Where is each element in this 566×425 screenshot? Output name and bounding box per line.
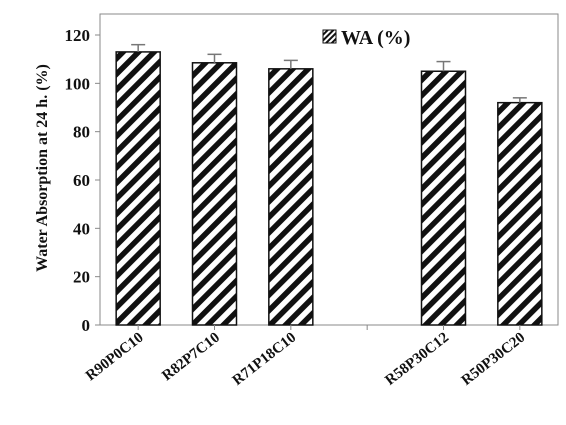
y-tick-label: 40: [73, 219, 90, 238]
y-axis-ticks: 0 20 40 60 80 100 120: [65, 26, 100, 335]
y-tick-label: 60: [73, 171, 90, 190]
y-tick-label: 100: [65, 74, 91, 93]
plot-frame: [99, 13, 559, 326]
legend-label: WA (%): [341, 27, 410, 49]
y-tick-label: 120: [65, 26, 91, 45]
x-category-label: R50P30C20: [459, 330, 529, 389]
bar: [191, 62, 238, 326]
x-category-label: R58P30C12: [382, 330, 452, 389]
y-axis-title: Water Absorption at 24 h. (%): [34, 64, 51, 272]
x-axis-labels: R90P0C10 R82P7C10 R71P18C10 R58P30C12 R50P30…: [83, 325, 528, 389]
y-tick-label: 20: [73, 268, 90, 287]
x-category-label: R90P0C10: [83, 330, 147, 385]
bar: [115, 51, 161, 326]
legend: WA (%): [322, 27, 410, 49]
bar: [420, 70, 467, 326]
y-tick-label: 0: [82, 316, 91, 335]
bar: [268, 68, 314, 326]
bar: [497, 101, 543, 326]
y-tick-label: 80: [73, 123, 90, 142]
bars-group: [115, 51, 543, 326]
legend-swatch: [322, 29, 337, 44]
x-category-label: R71P18C10: [230, 330, 300, 389]
error-bars-group: [131, 43, 527, 103]
x-category-label: R82P7C10: [159, 330, 223, 385]
